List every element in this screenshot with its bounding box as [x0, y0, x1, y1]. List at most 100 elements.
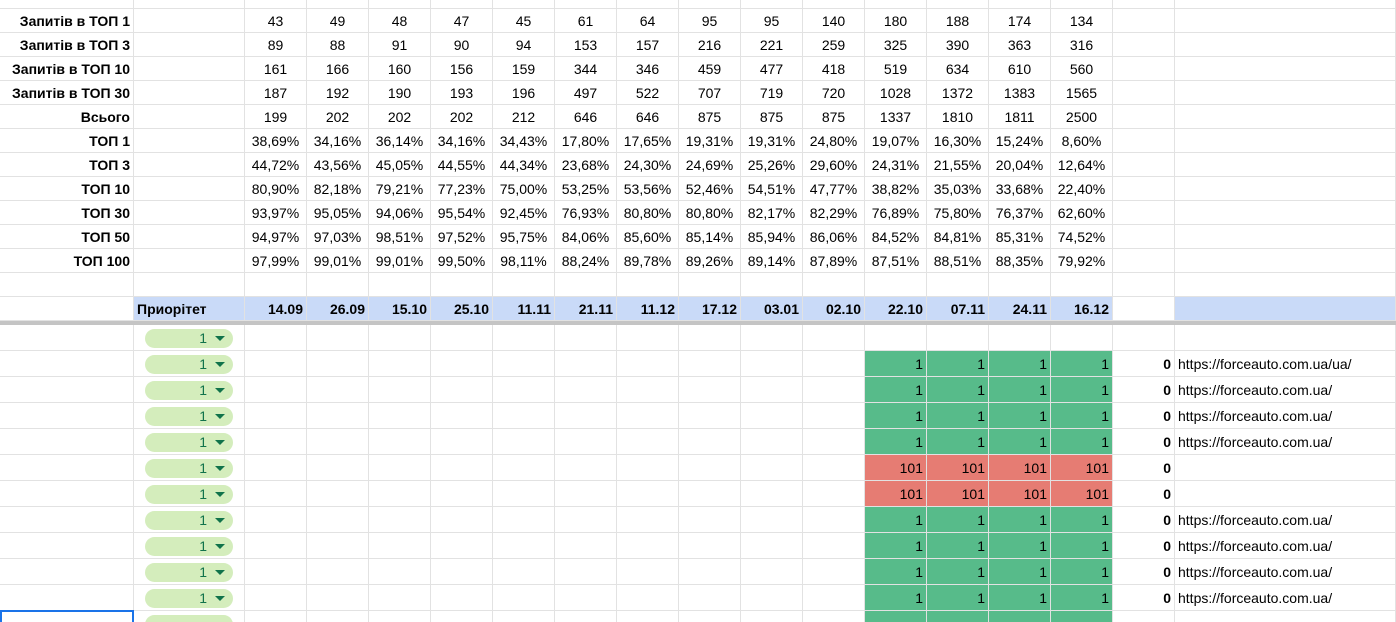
header-date: 22.10	[865, 297, 927, 321]
priority-dropdown[interactable]: 1	[145, 407, 233, 426]
url-cell: https://forceauto.com.ua/	[1175, 429, 1396, 455]
value-cell: 24,30%	[617, 153, 679, 177]
value-cell: 190	[369, 81, 431, 105]
change-cell: 0	[1113, 351, 1175, 377]
priority-dropdown[interactable]: 1	[145, 485, 233, 504]
cell	[369, 533, 431, 559]
priority-value: 1	[199, 330, 207, 346]
priority-dropdown[interactable]: 1	[145, 433, 233, 452]
cell	[0, 533, 134, 559]
value-cell: 90	[431, 33, 493, 57]
priority-dropdown[interactable]: 1	[145, 329, 233, 348]
row-label: Запитів в ТОП 1	[0, 9, 134, 33]
dropdown-arrow	[215, 518, 225, 523]
cell	[134, 201, 245, 225]
cell	[679, 325, 741, 351]
cell	[307, 377, 369, 403]
priority-dropdown[interactable]: 1	[145, 563, 233, 582]
priority-dropdown[interactable]	[145, 615, 233, 622]
dropdown-arrow	[215, 570, 225, 575]
cell	[555, 0, 617, 9]
cell	[134, 177, 245, 201]
cell	[1175, 33, 1396, 57]
value-cell: 38,69%	[245, 129, 307, 153]
cell	[1175, 81, 1396, 105]
priority-dropdown[interactable]: 1	[145, 355, 233, 374]
cell	[803, 429, 865, 455]
cell	[134, 429, 245, 455]
cell	[134, 559, 245, 585]
cell	[0, 297, 134, 321]
cell	[431, 533, 493, 559]
value-cell: 98,51%	[369, 225, 431, 249]
value-cell: 80,90%	[245, 177, 307, 201]
cell	[989, 0, 1051, 9]
change-cell: 0	[1113, 455, 1175, 481]
cell	[555, 481, 617, 507]
header-date: 15.10	[369, 297, 431, 321]
cell	[245, 611, 307, 622]
cell	[555, 507, 617, 533]
cell	[245, 481, 307, 507]
position-cell: 101	[989, 455, 1051, 481]
row-label: ТОП 50	[0, 225, 134, 249]
cell	[803, 403, 865, 429]
cell	[1175, 249, 1396, 273]
value-cell: 156	[431, 57, 493, 81]
cell	[134, 153, 245, 177]
priority-value: 1	[199, 512, 207, 528]
value-cell: 99,01%	[369, 249, 431, 273]
position-cell: 1	[865, 533, 927, 559]
cell	[1175, 325, 1396, 351]
cell	[431, 585, 493, 611]
value-cell: 212	[493, 105, 555, 129]
header-date: 17.12	[679, 297, 741, 321]
freeze-divider	[0, 321, 1396, 325]
cell	[741, 273, 803, 297]
value-cell: 77,23%	[431, 177, 493, 201]
cell	[555, 403, 617, 429]
value-cell: 497	[555, 81, 617, 105]
value-cell: 95	[741, 9, 803, 33]
value-cell: 49	[307, 9, 369, 33]
position-cell: 101	[865, 455, 927, 481]
position-cell	[1051, 611, 1113, 622]
value-cell: 89,78%	[617, 249, 679, 273]
cell	[493, 585, 555, 611]
cell	[1113, 273, 1175, 297]
cell	[1113, 9, 1175, 33]
cell	[617, 273, 679, 297]
url-cell: https://forceauto.com.ua/	[1175, 585, 1396, 611]
cell	[134, 249, 245, 273]
cell	[307, 429, 369, 455]
cell	[741, 403, 803, 429]
cell	[134, 225, 245, 249]
value-cell: 192	[307, 81, 369, 105]
priority-dropdown[interactable]: 1	[145, 381, 233, 400]
cell	[245, 533, 307, 559]
value-cell: 24,31%	[865, 153, 927, 177]
cell	[617, 403, 679, 429]
cell	[679, 455, 741, 481]
position-cell: 1	[927, 559, 989, 585]
value-cell: 202	[369, 105, 431, 129]
header-date: 25.10	[431, 297, 493, 321]
priority-dropdown[interactable]: 1	[145, 511, 233, 530]
cell	[245, 403, 307, 429]
priority-dropdown[interactable]: 1	[145, 589, 233, 608]
priority-dropdown[interactable]: 1	[145, 459, 233, 478]
value-cell: 84,52%	[865, 225, 927, 249]
cell	[245, 325, 307, 351]
row-label: ТОП 30	[0, 201, 134, 225]
cell	[1113, 0, 1175, 9]
row-label: ТОП 100	[0, 249, 134, 273]
cell	[1113, 201, 1175, 225]
value-cell: 84,06%	[555, 225, 617, 249]
cell	[134, 611, 245, 622]
cell	[493, 507, 555, 533]
cell	[679, 429, 741, 455]
cell	[0, 481, 134, 507]
priority-dropdown[interactable]: 1	[145, 537, 233, 556]
value-cell: 94,06%	[369, 201, 431, 225]
cell	[555, 325, 617, 351]
